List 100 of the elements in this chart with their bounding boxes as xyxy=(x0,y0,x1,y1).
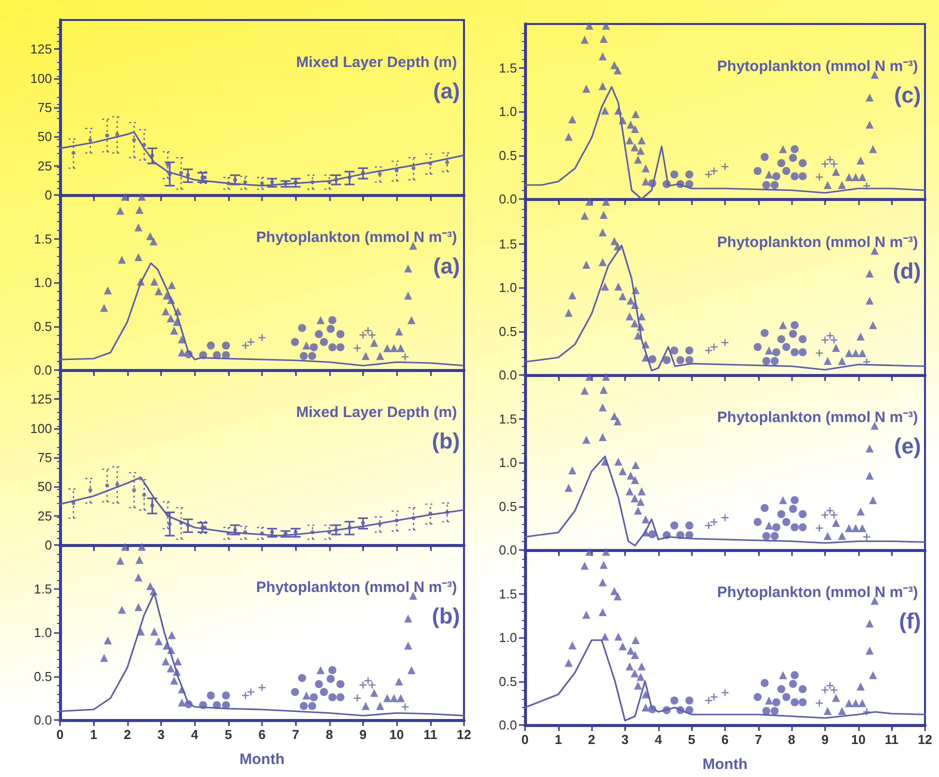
point xyxy=(150,278,158,286)
x-tick-label: 3 xyxy=(157,727,165,742)
point xyxy=(638,487,646,496)
point xyxy=(845,173,853,182)
point xyxy=(632,636,640,644)
point xyxy=(226,531,230,536)
point xyxy=(816,524,823,532)
point xyxy=(298,674,306,682)
y-tick-label: 1.5 xyxy=(34,231,52,246)
point xyxy=(260,531,264,536)
point xyxy=(858,524,866,532)
point xyxy=(326,324,335,333)
point xyxy=(120,192,129,201)
y-tick-label: 50 xyxy=(38,129,52,144)
point xyxy=(336,680,344,688)
point xyxy=(782,343,790,351)
y-tick-label: 0.5 xyxy=(34,668,52,684)
point xyxy=(132,488,136,492)
point xyxy=(722,689,728,696)
point xyxy=(676,180,684,188)
point xyxy=(782,518,790,526)
text: Phytoplankton (mmol N m⁻³) xyxy=(256,579,458,596)
point xyxy=(790,671,799,680)
text: Phytoplankton (mmol N m⁻³) xyxy=(717,409,918,426)
point xyxy=(168,172,172,176)
x-tick-label: 4 xyxy=(654,732,663,747)
point xyxy=(395,328,404,336)
point xyxy=(648,530,656,538)
y-tick-label: 25 xyxy=(38,508,52,524)
point xyxy=(105,134,110,138)
point xyxy=(184,350,193,358)
point xyxy=(310,693,318,702)
y-tick-label: 0.0 xyxy=(34,712,52,728)
y-tick-label: 0.5 xyxy=(498,498,517,514)
point xyxy=(790,496,799,504)
point xyxy=(364,327,372,334)
point xyxy=(582,84,590,93)
point xyxy=(226,181,230,186)
point xyxy=(614,106,622,115)
point xyxy=(580,212,589,220)
point xyxy=(390,694,398,702)
point xyxy=(856,332,865,340)
point xyxy=(790,348,799,356)
point xyxy=(614,417,622,426)
point xyxy=(614,66,622,74)
point xyxy=(138,542,146,551)
point xyxy=(670,346,678,354)
point xyxy=(568,115,576,124)
point xyxy=(626,120,635,129)
point xyxy=(634,682,642,690)
point xyxy=(705,697,712,704)
point xyxy=(670,522,678,530)
point xyxy=(258,684,266,692)
point xyxy=(676,706,684,714)
point xyxy=(705,171,712,178)
point xyxy=(178,685,186,694)
point xyxy=(626,662,634,670)
point xyxy=(136,628,145,636)
x-tick-label: 10 xyxy=(851,732,866,747)
point xyxy=(824,707,832,715)
point xyxy=(789,330,797,338)
point xyxy=(614,242,622,250)
point xyxy=(772,172,780,180)
point xyxy=(601,632,609,641)
point xyxy=(294,530,298,534)
point xyxy=(858,349,866,358)
point xyxy=(826,156,834,164)
point xyxy=(168,522,172,526)
x-tick-label: 11 xyxy=(423,727,438,742)
point xyxy=(598,258,607,266)
point xyxy=(179,170,184,175)
y-tick-label: 0 xyxy=(44,188,52,202)
point xyxy=(852,524,860,532)
point xyxy=(580,386,589,395)
point xyxy=(789,504,797,513)
point xyxy=(115,482,120,486)
point xyxy=(328,343,336,352)
point xyxy=(630,494,639,502)
point xyxy=(777,685,786,694)
point xyxy=(291,688,299,696)
point xyxy=(328,316,336,324)
point xyxy=(310,180,314,184)
point xyxy=(568,291,576,300)
point xyxy=(199,701,208,710)
point xyxy=(598,228,607,236)
point xyxy=(866,646,874,655)
point xyxy=(779,321,787,330)
point xyxy=(770,181,779,189)
point xyxy=(320,338,328,346)
point xyxy=(88,138,92,142)
point xyxy=(354,694,361,702)
y-tick-label: 1.5 xyxy=(498,411,517,426)
point xyxy=(364,677,372,684)
point xyxy=(826,507,834,514)
point xyxy=(154,637,163,646)
point xyxy=(598,433,607,442)
point xyxy=(648,179,656,188)
point xyxy=(314,330,323,338)
point xyxy=(634,156,642,164)
point xyxy=(685,356,694,364)
